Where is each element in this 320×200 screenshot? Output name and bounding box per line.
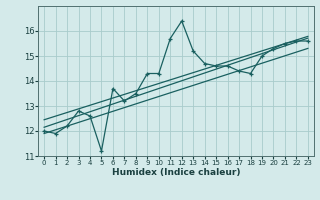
X-axis label: Humidex (Indice chaleur): Humidex (Indice chaleur) (112, 168, 240, 177)
